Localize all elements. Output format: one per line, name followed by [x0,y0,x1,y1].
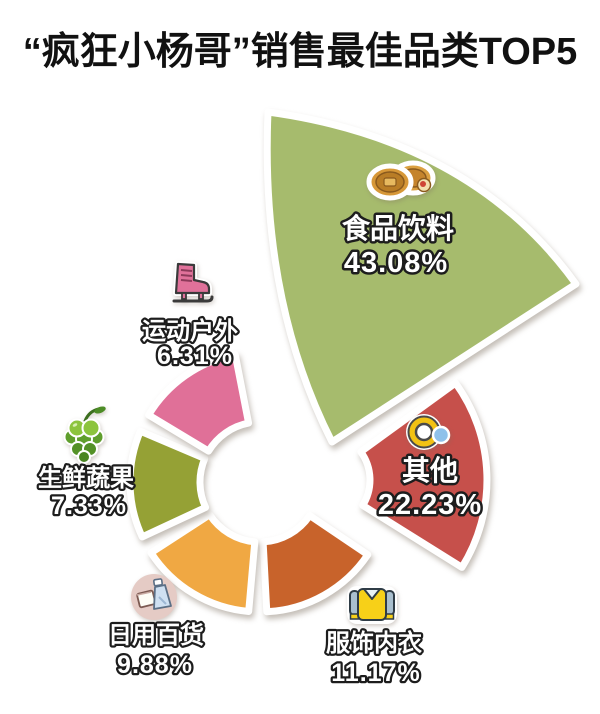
slice-food-beverage [263,108,580,446]
label-daily-goods: 日用百货 9.88% [106,619,207,682]
slice-sports-outdoor [145,350,253,455]
label-apparel-pct: 11.17% [331,659,420,687]
slice-daily-goods [147,511,259,615]
label-food-beverage-pct: 43.08% [344,247,448,279]
slice-fresh-produce [126,427,210,541]
label-other-pct: 22.23% [378,489,482,521]
label-fresh-produce-pct: 7.33% [51,492,127,520]
label-apparel: 服饰内衣 11.17% [324,627,425,690]
label-other-name: 其他 [402,455,458,486]
mooncake-icon [366,160,436,201]
label-fresh-produce-name: 生鲜蔬果 [38,464,134,492]
label-food-beverage: 食品饮料 43.08% [339,210,456,282]
ice-skate-icon [172,261,214,303]
label-fresh-produce: 生鲜蔬果 7.33% [36,462,137,523]
label-daily-goods-name: 日用百货 [108,621,204,649]
label-sports-outdoor-pct: 6.31% [157,342,233,370]
slice-other [357,379,491,571]
pie-slices [126,108,580,616]
label-sports-outdoor: 运动户外 6.31% [140,315,241,373]
sweater-icon [347,586,397,624]
label-food-beverage-name: 食品饮料 [342,212,454,244]
misc-circles-icon [406,414,451,450]
page-title: “疯狂小杨哥”销售最佳品类TOP5 [22,31,578,73]
label-apparel-name: 服饰内衣 [326,629,422,657]
label-sports-outdoor-name: 运动户外 [142,317,238,345]
label-other: 其他 22.23% [375,453,483,524]
grapes-icon [63,406,106,464]
label-daily-goods-pct: 9.88% [117,651,193,679]
toiletries-icon [131,574,177,620]
slice-apparel [259,512,372,616]
